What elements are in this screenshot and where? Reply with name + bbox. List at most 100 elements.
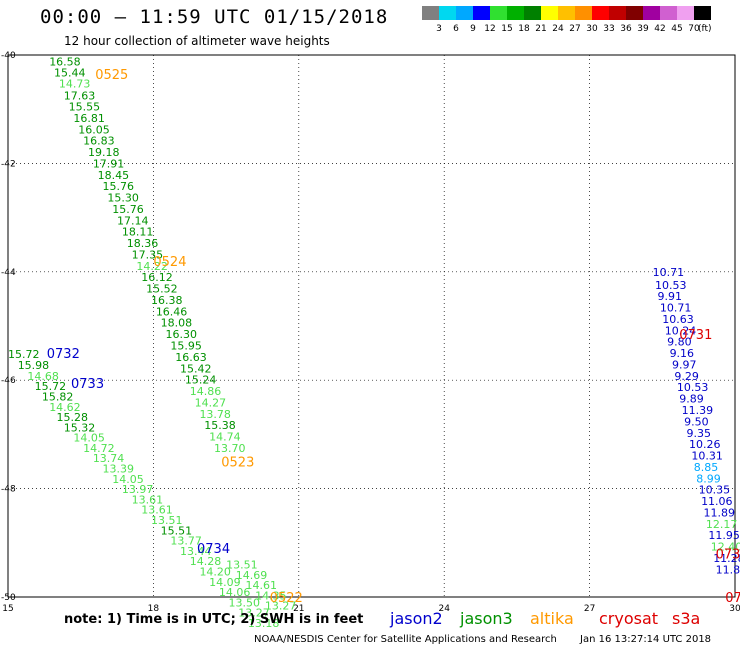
wave-height-value: 14.22 (136, 260, 168, 273)
wave-height-value: 13.77 (170, 535, 202, 548)
colorbar-swatch (422, 6, 439, 20)
wave-height-value: 18.11 (122, 226, 154, 239)
wave-height-value: 13.39 (103, 463, 135, 476)
wave-height-value: 16.30 (166, 328, 198, 341)
pass-time-label: 073 (716, 548, 740, 563)
colorbar-swatch (507, 6, 524, 20)
wave-height-value: 12.17 (706, 518, 738, 531)
colorbar-tick-label: 24 (552, 24, 564, 34)
colorbar-unit: (ft) (698, 24, 712, 34)
colorbar-swatch (558, 6, 575, 20)
pass-time-label: 0733 (71, 377, 104, 392)
wave-height-value: 10.71 (660, 302, 692, 315)
colorbar-tick-label: 18 (518, 24, 530, 34)
wave-height-value: 15.28 (56, 411, 88, 424)
wave-height-value: 14.27 (195, 396, 227, 409)
wave-height-value: 13.70 (214, 442, 246, 455)
wave-height-value: 14.74 (209, 431, 241, 444)
x-tick-label: 24 (438, 604, 450, 614)
wave-height-value: 19.18 (88, 146, 120, 159)
colorbar-swatch (490, 6, 507, 20)
wave-height-value: 14.72 (83, 442, 115, 455)
generation-timestamp: Jan 16 13:27:14 UTC 2018 (580, 634, 712, 645)
wave-height-value: 17.14 (117, 214, 149, 227)
satellite-legend-cryosat: cryosat (599, 609, 659, 628)
wave-height-value: 17.63 (64, 90, 95, 103)
wave-height-value: 10.53 (677, 381, 709, 394)
y-tick-label: -40 (1, 51, 16, 61)
colorbar-swatch (456, 6, 473, 20)
wave-height-value: 11.28 (713, 552, 740, 565)
wave-height-value: 11.89 (703, 506, 735, 519)
x-tick-label: 27 (584, 604, 595, 614)
credit-text: NOAA/NESDIS Center for Satellite Applica… (254, 634, 557, 645)
pass-time-label: 07 (725, 591, 740, 606)
colorbar-tick-label: 36 (620, 24, 632, 34)
wave-height-value: 15.72 (8, 348, 40, 361)
wave-height-value: 15.72 (35, 380, 66, 393)
wave-height-value: 13.27 (238, 607, 270, 620)
wave-height-value: 17.91 (93, 157, 125, 170)
colorbar-swatch (660, 6, 677, 20)
wave-height-value: 14.28 (190, 555, 222, 568)
wave-height-value: 13.78 (199, 408, 231, 421)
wave-height-value: 9.89 (679, 393, 704, 406)
wave-height-value: 11.95 (708, 529, 740, 542)
wave-height-value: 9.97 (672, 358, 697, 371)
wave-height-value: 16.38 (151, 294, 183, 307)
satellite-legend-altika: altika (530, 609, 574, 628)
wave-height-value: 15.52 (146, 283, 178, 296)
colorbar-swatch (592, 6, 609, 20)
wave-height-value: 13.51 (151, 514, 183, 527)
wave-height-value: 13.74 (93, 452, 125, 465)
wave-height-value: 13.97 (122, 483, 154, 496)
wave-height-value: 18.08 (161, 317, 193, 330)
x-tick-label: 18 (148, 604, 160, 614)
pass-time-label: 0524 (153, 255, 186, 270)
wave-height-value: 18.36 (127, 237, 159, 250)
wave-height-value: 14.35 (255, 589, 287, 602)
wave-height-value: 11.06 (701, 495, 733, 508)
colorbar-swatch (439, 6, 456, 20)
wave-height-value: 14.05 (112, 473, 144, 486)
colorbar-swatch (541, 6, 558, 20)
legend-note: note: 1) Time is in UTC; 2) SWH is in fe… (64, 612, 364, 627)
colorbar-tick-label: 6 (453, 24, 459, 34)
wave-height-value: 15.95 (170, 340, 202, 353)
y-tick-label: -44 (1, 268, 16, 278)
wave-height-value: 14.69 (236, 569, 268, 582)
colorbar-tick-label: 45 (671, 24, 683, 34)
wave-height-value: 15.32 (64, 421, 95, 434)
wave-height-value: 13.61 (141, 504, 173, 517)
wave-height-value: 15.76 (112, 203, 144, 216)
wave-height-value: 9.29 (674, 370, 699, 383)
pass-time-label: 0732 (47, 347, 80, 362)
wave-height-value: 10.35 (699, 484, 731, 497)
wave-height-value: 10.53 (655, 279, 687, 292)
wave-height-value: 15.44 (54, 66, 86, 79)
colorbar-tick-label: 21 (535, 24, 547, 34)
wave-height-value: 11.39 (682, 404, 714, 417)
wave-height-value: 17.35 (132, 248, 164, 261)
wave-height-value: 15.38 (204, 419, 236, 432)
wave-height-value: 9.80 (667, 336, 692, 349)
wave-height-value: 9.16 (670, 347, 695, 360)
wave-height-value: 9.35 (687, 427, 712, 440)
wave-height-value: 16.83 (83, 135, 115, 148)
wave-height-value: 9.91 (657, 290, 682, 303)
colorbar-tick-label: 33 (603, 24, 615, 34)
satellite-legend-s3a: s3a (672, 609, 701, 628)
wave-height-value: 13.18 (248, 617, 280, 630)
y-tick-label: -42 (1, 159, 16, 169)
wave-height-value: 15.51 (161, 524, 193, 537)
wave-height-value: 8.85 (694, 461, 719, 474)
y-tick-label: -46 (1, 376, 16, 386)
satellite-legend-jason3: jason3 (460, 609, 513, 628)
colorbar-swatch (643, 6, 660, 20)
pass-time-label: 0525 (95, 68, 128, 83)
wave-height-value: 13.27 (265, 600, 297, 613)
satellite-legend-jason2: jason2 (390, 609, 443, 628)
wave-height-value: 14.61 (245, 579, 277, 592)
wave-height-value: 15.30 (107, 192, 138, 205)
